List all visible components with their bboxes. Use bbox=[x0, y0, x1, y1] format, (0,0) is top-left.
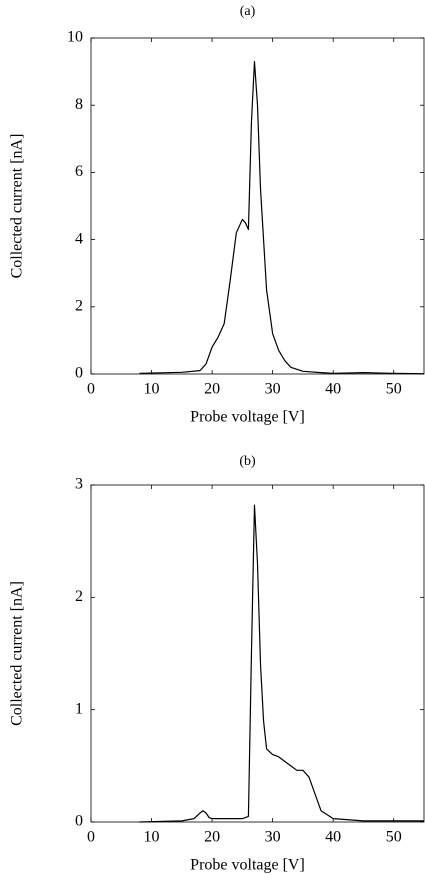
plot-frame bbox=[90, 37, 425, 375]
x-tick-label: 40 bbox=[325, 381, 341, 398]
x-tick-label: 30 bbox=[265, 829, 281, 846]
x-tick-label: 30 bbox=[265, 381, 281, 398]
x-tick-label: 0 bbox=[87, 829, 95, 846]
x-tick-label: 10 bbox=[144, 829, 160, 846]
data-line bbox=[139, 504, 424, 823]
y-tick-label: 2 bbox=[75, 588, 83, 605]
data-line bbox=[139, 60, 425, 375]
x-tick-label: 20 bbox=[204, 829, 220, 846]
y-tick-label: 0 bbox=[75, 365, 83, 382]
plot-frame bbox=[90, 484, 425, 823]
x-axis-label: Probe voltage [V] bbox=[190, 857, 305, 874]
y-tick-label: 6 bbox=[75, 163, 83, 180]
x-tick-label: 20 bbox=[204, 381, 220, 398]
y-tick-label: 8 bbox=[75, 96, 83, 113]
y-tick-label: 0 bbox=[75, 813, 83, 830]
x-tick-label: 50 bbox=[386, 381, 402, 398]
x-tick-label: 50 bbox=[386, 829, 402, 846]
y-axis-label: Collected current [nA] bbox=[9, 134, 26, 279]
x-tick-label: 0 bbox=[87, 381, 95, 398]
y-tick-label: 4 bbox=[75, 230, 83, 247]
y-tick-label: 10 bbox=[67, 29, 83, 46]
y-tick-label: 3 bbox=[75, 476, 83, 493]
x-axis-label: Probe voltage [V] bbox=[190, 409, 305, 426]
y-tick-label: 1 bbox=[75, 700, 83, 717]
x-tick-label: 10 bbox=[144, 381, 160, 398]
chart-title: (b) bbox=[239, 454, 256, 469]
y-tick-label: 2 bbox=[75, 297, 83, 314]
y-axis-label: Collected current [nA] bbox=[9, 581, 26, 726]
x-tick-label: 40 bbox=[325, 829, 341, 846]
chart-title: (a) bbox=[240, 4, 256, 19]
